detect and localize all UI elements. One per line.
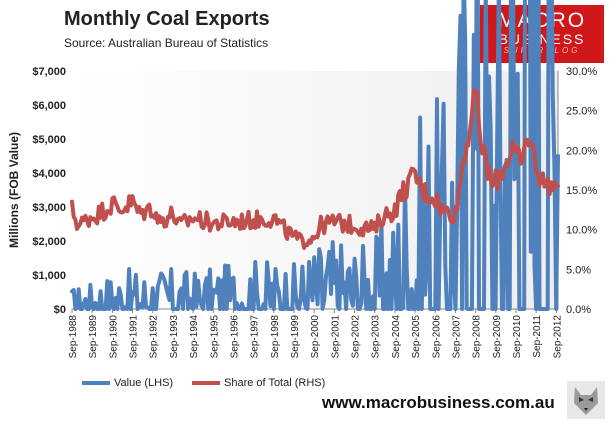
x-tick-label: Sep-1998 bbox=[270, 315, 281, 359]
legend-swatch-share bbox=[192, 381, 220, 386]
x-tick-label: Sep-2010 bbox=[512, 315, 523, 359]
x-tick-label: Sep-2000 bbox=[310, 315, 321, 359]
x-tick-label: Sep-2007 bbox=[451, 315, 462, 359]
legend-item-value: Value (LHS) bbox=[82, 377, 173, 389]
y-axis-label: Millions (FOB Value) bbox=[7, 132, 21, 248]
logo-line-1: MACRO bbox=[497, 9, 587, 32]
x-tick-label: Sep-2003 bbox=[371, 315, 382, 359]
x-tick-label: Sep-2002 bbox=[351, 315, 362, 359]
y2-tick-label: 20.0% bbox=[566, 145, 597, 157]
y-tick-label: $6,000 bbox=[32, 100, 66, 112]
x-tick-label: Sep-2009 bbox=[492, 315, 503, 359]
x-tick-label: Sep-1992 bbox=[149, 315, 160, 359]
x-tick-label: Sep-1999 bbox=[290, 315, 301, 359]
x-tick-label: Sep-2005 bbox=[411, 315, 422, 359]
legend-item-share: Share of Total (RHS) bbox=[192, 377, 325, 389]
y-tick-label: $2,000 bbox=[32, 236, 66, 248]
source-note: Source: Australian Bureau of Statistics bbox=[64, 36, 269, 50]
x-tick-label: Sep-2001 bbox=[330, 315, 341, 359]
legend-swatch-value bbox=[82, 381, 110, 386]
chart-title: Monthly Coal Exports bbox=[64, 8, 270, 30]
logo-line-2: BUSINESS bbox=[498, 31, 586, 47]
x-tick-label: Sep-2006 bbox=[431, 315, 442, 359]
x-tick-label: Sep-1995 bbox=[209, 315, 220, 359]
x-tick-label: Sep-1988 bbox=[68, 315, 79, 359]
y2-tick-label: 25.0% bbox=[566, 106, 597, 118]
x-tick-label: Sep-2004 bbox=[391, 315, 402, 359]
x-tick-label: Sep-2008 bbox=[472, 315, 483, 359]
x-tick-label: Sep-1990 bbox=[108, 315, 119, 359]
y-tick-label: $3,000 bbox=[32, 202, 66, 214]
y-tick-label: $1,000 bbox=[32, 270, 66, 282]
y2-tick-label: 10.0% bbox=[566, 225, 597, 237]
y-tick-label: $4,000 bbox=[32, 168, 66, 180]
x-tick-label: Sep-1991 bbox=[129, 315, 140, 359]
x-tick-label: Sep-1989 bbox=[88, 315, 99, 359]
x-tick-label: Sep-2012 bbox=[552, 315, 563, 359]
x-tick-label: Sep-1997 bbox=[250, 315, 261, 359]
y2-tick-label: 30.0% bbox=[566, 66, 597, 78]
series-line-value bbox=[70, 0, 560, 311]
y-tick-label: $7,000 bbox=[32, 66, 66, 78]
y2-tick-label: 0.0% bbox=[566, 304, 591, 316]
legend-label-share: Share of Total (RHS) bbox=[224, 377, 326, 389]
y2-tick-label: 15.0% bbox=[566, 185, 597, 197]
x-tick-label: Sep-1996 bbox=[229, 315, 240, 359]
wolf-logo-icon bbox=[567, 381, 605, 419]
y2-tick-label: 5.0% bbox=[566, 264, 591, 276]
legend-label-value: Value (LHS) bbox=[114, 377, 174, 389]
x-tick-label: Sep-2011 bbox=[532, 315, 543, 358]
y-tick-label: $5,000 bbox=[32, 134, 66, 146]
x-tick-label: Sep-1993 bbox=[169, 315, 180, 359]
x-tick-label: Sep-1994 bbox=[189, 315, 200, 359]
website-url[interactable]: www.macrobusiness.com.au bbox=[322, 393, 555, 412]
y-tick-label: $0 bbox=[54, 304, 66, 316]
series-line-share bbox=[70, 87, 560, 250]
